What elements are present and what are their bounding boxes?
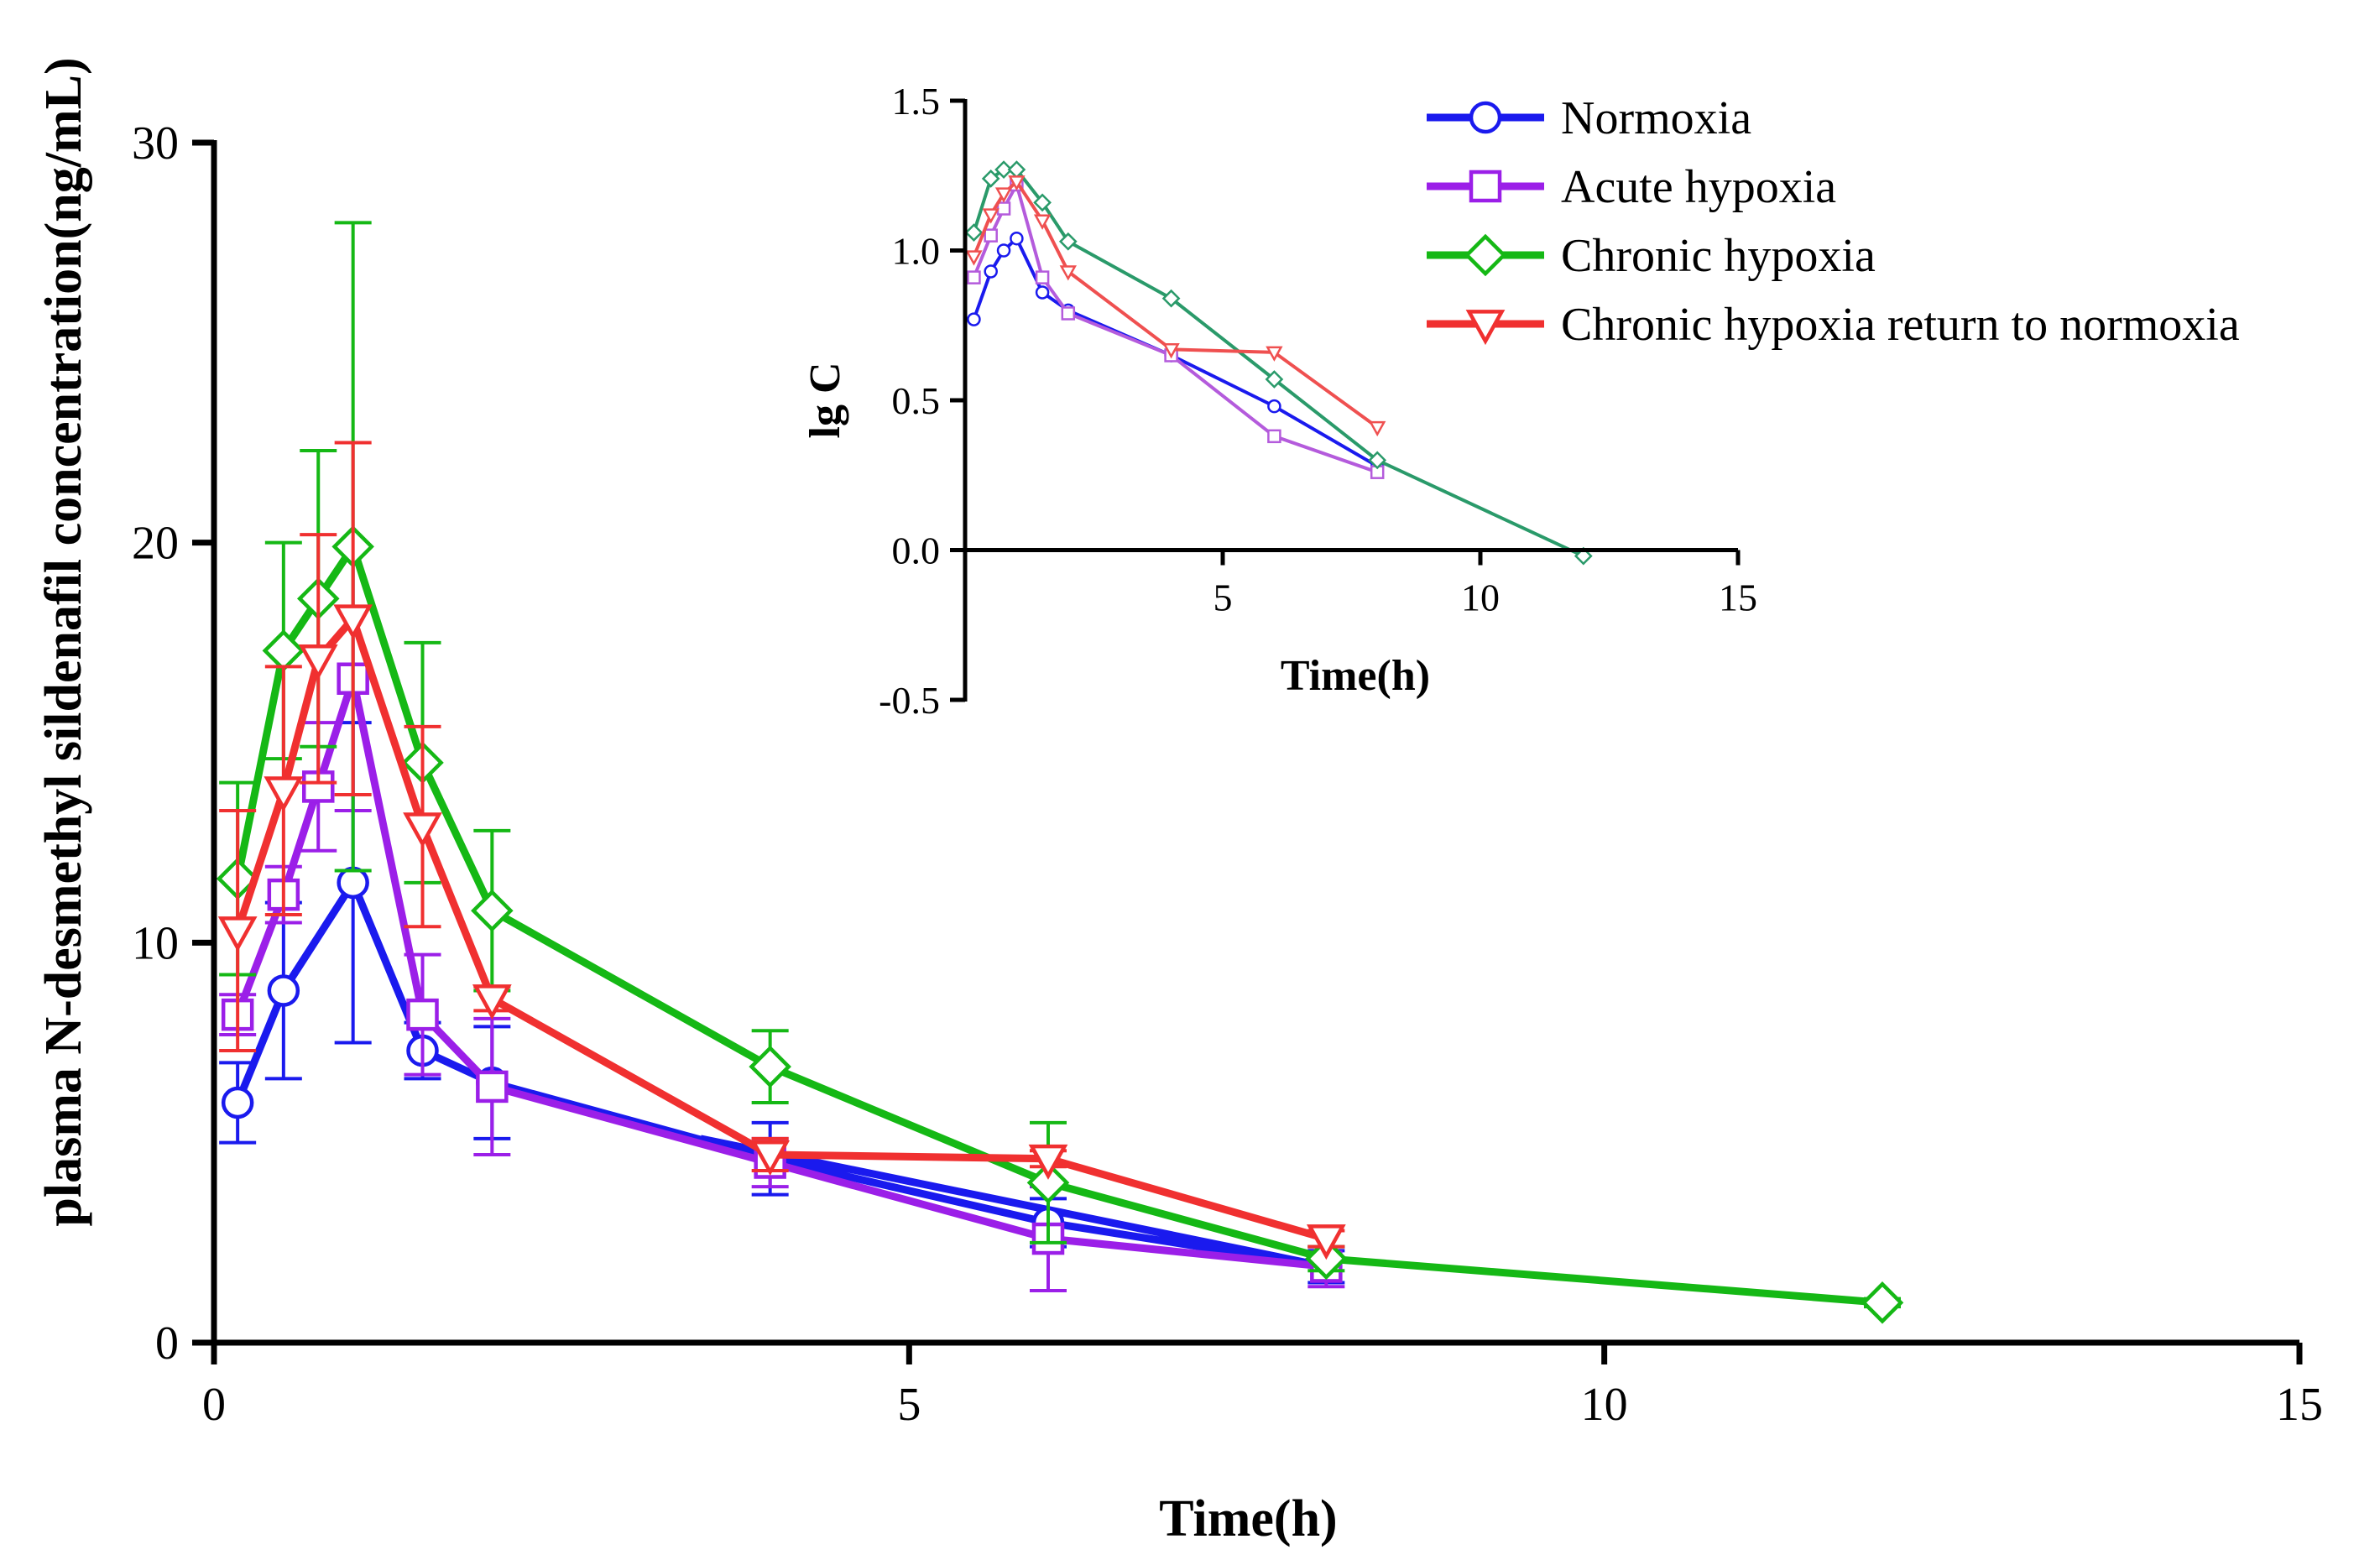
inset-data-point-normoxia — [996, 243, 1011, 258]
inset-data-point-chronic-hypoxia-return-to-normoxia — [1059, 265, 1077, 281]
inset-data-point-chronic-hypoxia-return-to-normoxia — [982, 208, 999, 224]
inset-series-layer — [964, 160, 1593, 566]
inset-y-tick-label: 0.0 — [892, 530, 941, 572]
inset-data-point-chronic-hypoxia-return-to-normoxia — [1162, 343, 1180, 359]
inset-series-line-acute-hypoxia — [972, 182, 1378, 474]
inset-data-point-acute-hypoxia — [1035, 270, 1050, 284]
legend-marker-chronic-hypoxia — [1464, 233, 1507, 277]
inset-data-point-chronic-hypoxia — [1033, 193, 1052, 212]
data-point-chronic-hypoxia-return-to-normoxia — [472, 984, 512, 1020]
data-point-chronic-hypoxia-return-to-normoxia — [403, 812, 442, 848]
series-chronic-hypoxia-return-to-normoxia — [217, 441, 1346, 1260]
inset-data-point-chronic-hypoxia-return-to-normoxia — [1033, 214, 1052, 230]
inset-data-point-normoxia — [984, 264, 998, 279]
inset-y-tick-label: 1.5 — [892, 80, 941, 123]
data-point-normoxia — [267, 974, 300, 1007]
inset-data-point-acute-hypoxia — [1267, 429, 1281, 444]
legend-label: Chronic hypoxia return to normoxia — [1561, 299, 2240, 351]
inset-plot: 5 10 15 -0.5 0.0 0.5 1.0 1.5 Time(h) lg C — [801, 80, 1757, 722]
inset-data-point-normoxia — [1010, 231, 1024, 246]
main-series-layer — [216, 221, 1904, 1324]
main-ticks: 0 5 10 15 0 10 20 30 — [132, 117, 2323, 1431]
inset-data-point-chronic-hypoxia-return-to-normoxia — [965, 250, 983, 266]
inset-data-point-acute-hypoxia — [1061, 306, 1076, 321]
legend-item-chronic-hypoxia-return-to-normoxia: Chronic hypoxia return to normoxia — [1427, 299, 2240, 351]
inset-data-point-normoxia — [1267, 399, 1281, 414]
inset-y-tick-label: 1.0 — [892, 230, 941, 273]
inset-data-point-chronic-hypoxia — [1058, 232, 1078, 251]
inset-series-chronic-hypoxia-return-to-normoxia — [965, 175, 1386, 437]
series-line-chronic-hypoxia — [233, 542, 1883, 1307]
main-y-tick-label: 10 — [132, 917, 179, 969]
inset-series-line-chronic-hypoxia-return-to-normoxia — [972, 180, 1379, 429]
inset-series-line-chronic-hypoxia — [972, 168, 1584, 558]
inset-ticks: 5 10 15 -0.5 0.0 0.5 1.0 1.5 — [879, 80, 1757, 722]
inset-y-tick-label: -0.5 — [879, 679, 940, 722]
inset-y-tick-label: 0.5 — [892, 379, 941, 422]
main-y-axis-title: plasma N-desmethyl sildenafil concentrat… — [35, 57, 92, 1226]
data-point-chronic-hypoxia-return-to-normoxia — [1028, 1144, 1068, 1180]
main-y-tick-label: 20 — [132, 518, 179, 570]
legend-label: Acute hypoxia — [1561, 161, 1836, 213]
data-point-chronic-hypoxia-return-to-normoxia — [264, 776, 304, 812]
inset-data-point-chronic-hypoxia — [1574, 546, 1593, 566]
legend-marker-chronic-hypoxia-return-to-normoxia — [1465, 310, 1506, 346]
legend-item-chronic-hypoxia: Chronic hypoxia — [1427, 230, 1876, 282]
inset-data-point-chronic-hypoxia-return-to-normoxia — [1369, 420, 1386, 437]
inset-data-point-chronic-hypoxia — [1265, 370, 1284, 389]
inset-data-point-normoxia — [1035, 285, 1050, 300]
main-x-axis-title: Time(h) — [1159, 1490, 1337, 1547]
legend-item-acute-hypoxia: Acute hypoxia — [1427, 161, 1836, 213]
inset-data-point-chronic-hypoxia — [1161, 289, 1181, 308]
main-y-tick-label: 30 — [132, 117, 179, 170]
data-point-chronic-hypoxia — [1861, 1281, 1904, 1324]
data-point-chronic-hypoxia — [471, 889, 514, 932]
inset-data-point-acute-hypoxia — [996, 201, 1011, 216]
inset-data-point-chronic-hypoxia-return-to-normoxia — [1266, 346, 1283, 362]
inset-x-tick-label: 10 — [1461, 577, 1500, 619]
data-point-chronic-hypoxia — [749, 1045, 791, 1088]
data-point-chronic-hypoxia-return-to-normoxia — [217, 916, 258, 952]
data-point-chronic-hypoxia-return-to-normoxia — [750, 1140, 791, 1177]
inset-x-tick-label: 15 — [1719, 577, 1757, 619]
inset-series-acute-hypoxia — [967, 177, 1385, 479]
main-y-tick-label: 0 — [155, 1317, 179, 1370]
inset-data-point-chronic-hypoxia-return-to-normoxia — [1008, 175, 1026, 191]
inset-data-point-chronic-hypoxia — [1368, 451, 1387, 470]
data-point-chronic-hypoxia-return-to-normoxia — [333, 604, 373, 640]
data-point-chronic-hypoxia-return-to-normoxia — [298, 644, 338, 681]
inset-x-axis-title: Time(h) — [1281, 652, 1430, 700]
inset-data-point-chronic-hypoxia — [964, 223, 984, 242]
main-axes — [211, 140, 2299, 1346]
data-point-acute-hypoxia — [476, 1070, 509, 1103]
inset-data-point-chronic-hypoxia — [981, 169, 1000, 188]
main-plot: 0 5 10 15 0 10 20 30 Time(h) plasma N-desmethyl… — [35, 57, 2323, 1547]
inset-data-point-acute-hypoxia — [967, 270, 981, 284]
data-point-normoxia — [221, 1086, 254, 1119]
data-point-chronic-hypoxia-return-to-normoxia — [1306, 1224, 1346, 1260]
legend-label: Chronic hypoxia — [1561, 230, 1876, 282]
inset-data-point-normoxia — [967, 312, 981, 326]
main-x-tick-label: 10 — [1581, 1379, 1628, 1431]
legend-marker-acute-hypoxia — [1469, 170, 1502, 203]
legend: Normoxia Acute hypoxia Chronic hypoxia Chro… — [1427, 92, 2240, 351]
inset-data-point-acute-hypoxia — [984, 228, 998, 243]
data-point-normoxia — [337, 866, 369, 900]
legend-label: Normoxia — [1561, 92, 1751, 144]
inset-data-point-chronic-hypoxia — [994, 160, 1013, 179]
legend-item-normoxia: Normoxia — [1427, 92, 1751, 144]
inset-x-tick-label: 5 — [1213, 577, 1233, 619]
inset-y-axis-title: lg C — [801, 363, 849, 439]
inset-series-chronic-hypoxia — [964, 160, 1593, 566]
data-point-acute-hypoxia — [406, 998, 439, 1031]
inset-data-point-chronic-hypoxia-return-to-normoxia — [994, 187, 1013, 203]
main-x-tick-label: 5 — [897, 1379, 921, 1431]
main-x-tick-label: 15 — [2276, 1379, 2323, 1431]
legend-marker-normoxia — [1469, 101, 1502, 134]
data-point-chronic-hypoxia — [1026, 1161, 1070, 1204]
main-x-tick-label: 0 — [202, 1379, 226, 1431]
